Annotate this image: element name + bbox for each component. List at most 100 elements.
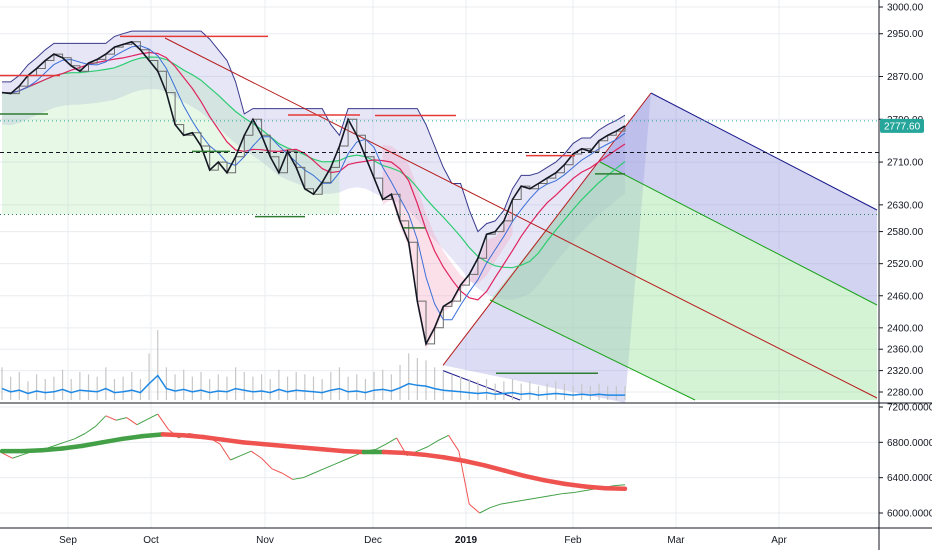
lower-fast-segment-11 <box>105 415 117 421</box>
lower-fast-segment-24 <box>240 450 252 457</box>
lower-fast-segment-33 <box>334 459 345 465</box>
lower-fast-segment-51 <box>521 498 532 502</box>
lower-fast-segment-52 <box>531 496 543 500</box>
lower-slow-segment-5 <box>80 440 105 449</box>
pitchfork-drawing[interactable] <box>164 37 878 403</box>
lower-slow-segment-8 <box>140 432 166 439</box>
lower-slow-segment-18 <box>341 448 366 455</box>
lower-fast-segment-48 <box>489 503 501 509</box>
lower-fast-segment-7 <box>64 438 75 443</box>
lower-fast-segment-15 <box>147 413 158 420</box>
lower-slow-segment-27 <box>522 473 547 483</box>
lower-slow-segment-17 <box>321 447 346 454</box>
y-tick-label-5: 2630.00 <box>887 200 924 211</box>
last-price-text: 2777.60 <box>884 121 921 132</box>
lower-fast-segment-8 <box>74 433 86 440</box>
pitchfork-lower-fill <box>490 162 877 400</box>
lower-fast-segment-34 <box>344 455 356 461</box>
pitchfork-base-line <box>442 370 521 401</box>
x-tick-label-5: Feb <box>564 535 582 546</box>
lower-slow-segment-26 <box>502 468 527 479</box>
volume-overlay <box>1 330 626 400</box>
y-tick-label-4: 2710.00 <box>887 158 924 169</box>
lower-slow-segment-15 <box>281 443 306 450</box>
y-tick-label-6: 2580.00 <box>887 227 924 238</box>
y-tick-labels: 3000.002950.002870.002790.002710.002630.… <box>879 3 924 399</box>
price-line-group <box>1 40 626 347</box>
y-tick-label-0: 3000.00 <box>887 3 924 14</box>
x-tick-label-6: Mar <box>667 535 685 546</box>
x-tick-label-7: Apr <box>771 535 787 546</box>
x-tick-labels: Sep Oct Nov Dec 2019 Feb Mar Apr <box>59 535 787 546</box>
lower-slow-segment-22 <box>421 452 447 460</box>
lower-slow-segment-16 <box>301 445 326 452</box>
lower-fast-segment-42 <box>427 440 439 448</box>
lower-fast-segment-56 <box>572 490 584 494</box>
lower-fast-segment-22 <box>219 443 231 461</box>
lower-y-tick-labels: 7200.0000 6800.0000 6400.0000 6000.0000 <box>879 403 932 520</box>
lower-fast-segment-28 <box>282 472 293 480</box>
lower-slow-segment-13 <box>240 440 266 447</box>
lower-slow-segment-11 <box>200 434 226 442</box>
pitchfork-median-tine <box>599 161 878 306</box>
lower-fast-segment-44 <box>448 434 460 452</box>
lower-fast-segment-43 <box>437 434 449 442</box>
moving-average-lines <box>1 45 626 321</box>
pitchfork-lower-tine <box>489 299 696 401</box>
lower-slow-segment-6 <box>100 436 125 445</box>
ma-blue-line <box>1 45 626 321</box>
lower-fast-segment-6 <box>53 441 65 447</box>
y-tick-label-1: 2950.00 <box>887 29 924 40</box>
lower-fast-segment-9 <box>84 426 96 434</box>
x-tick-label-0: Sep <box>59 535 77 546</box>
lower-fast-segment-27 <box>271 468 283 474</box>
lower-fast-segment-32 <box>323 463 335 470</box>
lower-fast-segment-14 <box>136 418 148 426</box>
lower-fast-segment-23 <box>230 455 242 461</box>
last-price-badge <box>880 118 924 133</box>
upper-band-line <box>2 30 626 233</box>
lower-fast-segment-37 <box>375 443 387 450</box>
y-tick-label-9: 2400.00 <box>887 323 924 334</box>
lower-y-tick-label-3: 6000.0000 <box>887 509 932 520</box>
lower-band-fill <box>2 57 340 215</box>
lower-slow-segment-30 <box>582 484 608 491</box>
horizontal-levels[interactable] <box>0 35 879 375</box>
lower-slow-segment-7 <box>120 433 145 442</box>
lower-slow-segment-10 <box>180 433 206 440</box>
lower-slow-segment-23 <box>441 455 467 464</box>
lower-fast-segment-54 <box>552 493 563 496</box>
lower-fast-segment-12 <box>116 417 127 421</box>
x-tick-label-3: Dec <box>364 535 382 546</box>
ma-green-line <box>1 56 626 269</box>
y-tick-label-7: 2520.00 <box>887 259 924 270</box>
lower-y-tick-label-2: 6400.0000 <box>887 473 932 484</box>
lower-slow-segment-25 <box>482 463 507 473</box>
lower-slow-segment-2 <box>19 448 45 454</box>
lower-fast-segment-10 <box>95 415 107 427</box>
lower-fast-segment-53 <box>541 494 553 498</box>
lower-indicator-panel <box>0 413 628 514</box>
indicator-fills <box>2 30 626 350</box>
bollinger-band-fill <box>2 31 625 300</box>
lower-slow-segment-12 <box>220 437 246 445</box>
y-tick-label-2: 2870.00 <box>887 72 924 83</box>
x-tick-label-1: Oct <box>143 535 159 546</box>
lower-fast-segment-2 <box>12 454 23 459</box>
lower-fast-segment-57 <box>583 488 594 492</box>
lower-fast-segment-31 <box>313 468 325 474</box>
lower-fast-segment-55 <box>562 492 574 495</box>
lower-slow-segment-21 <box>401 450 427 457</box>
lower-fast-segment-47 <box>479 507 491 514</box>
pitchfork-upper-fill <box>600 93 877 305</box>
lower-slow-segment-20 <box>381 449 407 456</box>
y-tick-label-11: 2320.00 <box>887 366 924 377</box>
drawdown-fill <box>382 144 513 350</box>
lower-slow-segment-24 <box>461 458 487 468</box>
lower-slow-segment-28 <box>542 478 567 487</box>
lower-fast-segment-13 <box>126 417 138 426</box>
lower-fast-segment-25 <box>250 450 262 459</box>
lower-fast-segment-16 <box>157 413 169 430</box>
